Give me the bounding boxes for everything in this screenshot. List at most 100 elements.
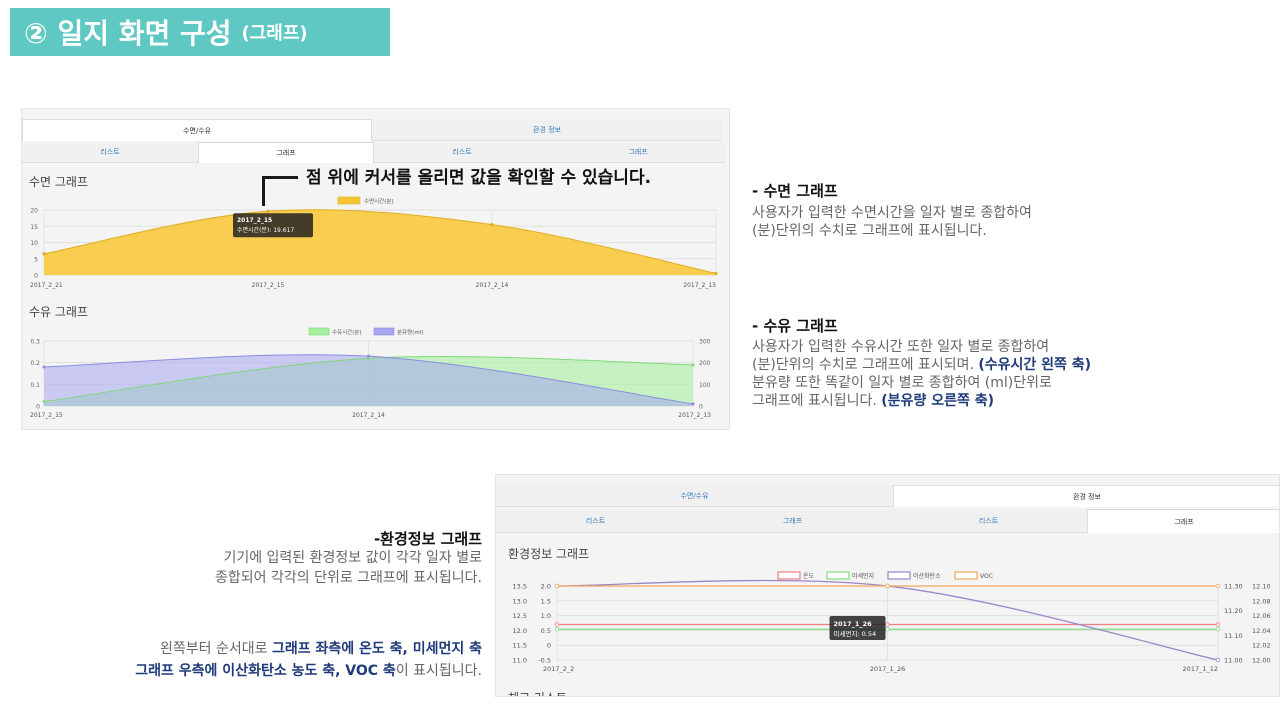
tab-sleep-graph[interactable]: 그래프 <box>198 142 374 163</box>
env-axis-desc: 왼쪽부터 순서대로 그래프 좌측에 온도 축, 미세먼지 축 그래프 우측에 이… <box>135 638 482 682</box>
env-desc-heading: -환경정보 그래프 <box>373 530 482 548</box>
sleep-tooltip-title: 2017_2_15 <box>237 217 272 224</box>
sleep-x-tick: 2017_2_14 <box>476 282 509 289</box>
dust-axis-tick: 1.0 <box>541 612 551 620</box>
formula-legend-swatch <box>373 327 395 336</box>
feed-time-point <box>367 356 370 360</box>
tab2-env-graph[interactable]: 그래프 <box>1087 509 1279 533</box>
env-tooltip-box <box>829 616 886 640</box>
tab-sleep-feed[interactable]: 수면/수유 <box>22 119 372 141</box>
temp-legend-label: 온도 <box>803 573 815 580</box>
feed-y-tick: 0.2 <box>30 360 40 367</box>
env-axis-line2-text: 이 표시됩니다. <box>395 663 482 679</box>
feed-desc-line2: (분)단위의 수치로 그래프에 표시되며. (수유시간 왼쪽 축) <box>752 356 1091 374</box>
voc-axis-tick: 12.00 <box>1252 657 1271 665</box>
feed-y2-tick: 200 <box>699 360 711 367</box>
env-chart: 11.0 11.5 12.0 12.5 13.0 13.5 -0.5 0 0.5 1.0 1.5 2.… <box>513 571 1271 673</box>
sleep-graph-title: 수면 그래프 <box>29 175 89 189</box>
feed-desc-line2-text: (분)단위의 수치로 그래프에 표시되며. <box>752 357 979 373</box>
tab2-sleep-feed[interactable]: 수면/수유 <box>496 485 893 507</box>
page-title: ② 일지 화면 구성 <box>24 17 232 50</box>
sleep-desc-line2: (분)단위의 수치로 그래프에 표시됩니다. <box>752 223 987 239</box>
env-axis-line2: 그래프 우측에 이산화탄소 농도 축, VOC 축이 표시됩니다. <box>135 660 482 682</box>
feed-desc-line3: 분유량 또한 똑같이 일자 별로 종합하여 (ml)단위로 <box>752 375 1052 391</box>
dust-axis-tick: -0.5 <box>538 657 551 665</box>
env-axis-line1: 왼쪽부터 순서대로 그래프 좌측에 온도 축, 미세먼지 축 <box>135 638 482 660</box>
feed-time-point <box>691 363 695 367</box>
callout-line-vertical <box>262 176 265 206</box>
sleep-point <box>266 209 270 213</box>
env-x-tick: 2017_2_2 <box>543 665 574 673</box>
temp-axis-tick: 13.5 <box>513 583 527 591</box>
env-axis-line1-text: 왼쪽부터 순서대로 <box>160 641 272 657</box>
checklist-title-cut: 체크 리스트 <box>508 689 567 696</box>
feed-x-tick: 2017_2_13 <box>678 412 711 419</box>
sleep-x-tick: 2017_2_13 <box>683 282 716 289</box>
tab-env-info[interactable]: 환경 정보 <box>372 119 722 141</box>
voc-point <box>885 583 890 589</box>
tab2-env-list[interactable]: 리스트 <box>890 509 1087 533</box>
temp-axis-tick: 13.0 <box>513 597 527 605</box>
temp-point <box>554 622 560 627</box>
voc-axis-tick: 12.06 <box>1252 612 1271 620</box>
temp-legend-swatch <box>777 571 801 580</box>
temp-axis-tick: 12.0 <box>513 627 527 635</box>
formula-point <box>367 354 370 358</box>
sleep-chart: 0 5 10 15 20 2017_2_21 2017_2_15 2017_2_14 2017_… <box>30 196 718 289</box>
sleep-y-tick: 10 <box>30 240 38 247</box>
env-left-axes-note: 그래프 좌측에 온도 축, 미세먼지 축 <box>271 641 482 657</box>
co2-axis-tick: 11.20 <box>1224 607 1243 615</box>
co2-axis-tick: 11.30 <box>1224 583 1243 591</box>
temp-point <box>1215 622 1221 627</box>
voc-axis-tick: 12.10 <box>1252 583 1271 591</box>
tab2-sleep-list[interactable]: 리스트 <box>496 509 695 533</box>
dust-axis-tick: 1.5 <box>541 597 551 605</box>
feed-graph-title: 수유 그래프 <box>29 305 89 319</box>
tab-env-list[interactable]: 리스트 <box>374 142 550 163</box>
feed-left-axis-note: (수유시간 왼쪽 축) <box>978 357 1092 373</box>
env-tooltip-text: 미세먼지: 0.54 <box>834 629 877 638</box>
dust-point <box>885 627 890 632</box>
dust-axis-tick: 2.0 <box>541 583 551 591</box>
tab2-sleep-graph[interactable]: 그래프 <box>695 509 890 533</box>
sleep-legend-label: 수면시간(분) <box>364 197 394 205</box>
env-x-tick: 2017_1_12 <box>1183 665 1218 673</box>
feed-desc-line4-text: 그래프에 표시됩니다. <box>752 393 882 409</box>
voc-axis-tick: 12.04 <box>1252 627 1271 635</box>
dust-legend-swatch <box>826 571 850 580</box>
tab2-env-info[interactable]: 환경 정보 <box>893 485 1279 507</box>
feed-time-legend-label: 수유시간(분) <box>332 328 362 336</box>
feed-y2-tick: 300 <box>699 339 711 346</box>
feed-x-tick: 2017_2_14 <box>352 412 385 419</box>
tab-sleep-list[interactable]: 리스트 <box>22 142 198 163</box>
formula-legend-label: 분유량(ml) <box>397 329 423 336</box>
sleep-point <box>714 271 718 275</box>
feed-chart: 0 0.1 0.2 0.3 0 100 200 300 2017_2_15 2017_2_14 20… <box>30 327 711 419</box>
feed-time-legend-swatch <box>308 327 330 336</box>
feed-x-tick: 2017_2_15 <box>30 412 63 419</box>
dust-point <box>554 627 560 632</box>
feed-y-tick: 0 <box>36 404 40 411</box>
tab-env-graph[interactable]: 그래프 <box>550 142 726 163</box>
co2-axis-tick: 11.10 <box>1224 632 1243 640</box>
temp-point <box>885 622 890 627</box>
temp-axis-tick: 12.5 <box>513 612 527 620</box>
env-desc-line1: 기기에 입력된 환경정보 값이 각각 일자 별로 <box>223 550 482 566</box>
dust-axis-tick: 0.5 <box>541 627 551 635</box>
co2-legend-swatch <box>887 571 911 580</box>
callout-line-horizontal <box>262 176 298 179</box>
feed-desc-body: 사용자가 입력한 수유시간 또한 일자 별로 종합하여 (분)단위의 수치로 그… <box>752 338 1091 410</box>
voc-legend-label: VOC <box>980 573 993 580</box>
sleep-tooltip-text: 수면시간(분): 19.617 <box>237 226 294 234</box>
title-bar: ② 일지 화면 구성 (그래프) <box>10 8 390 56</box>
dust-legend-label: 미세먼지 <box>852 572 874 580</box>
formula-point <box>691 402 695 406</box>
voc-axis-tick: 12.08 <box>1252 597 1271 605</box>
co2-point <box>1215 657 1221 663</box>
voc-point <box>1215 583 1221 589</box>
sleep-y-tick: 20 <box>30 208 38 215</box>
sleep-y-tick: 0 <box>34 273 38 280</box>
env-right-axes-note: 그래프 우측에 이산화탄소 농도 축, VOC 축 <box>135 663 396 679</box>
feed-desc-heading: - 수유 그래프 <box>752 317 838 335</box>
env-tooltip-title: 2017_1_26 <box>834 620 873 628</box>
